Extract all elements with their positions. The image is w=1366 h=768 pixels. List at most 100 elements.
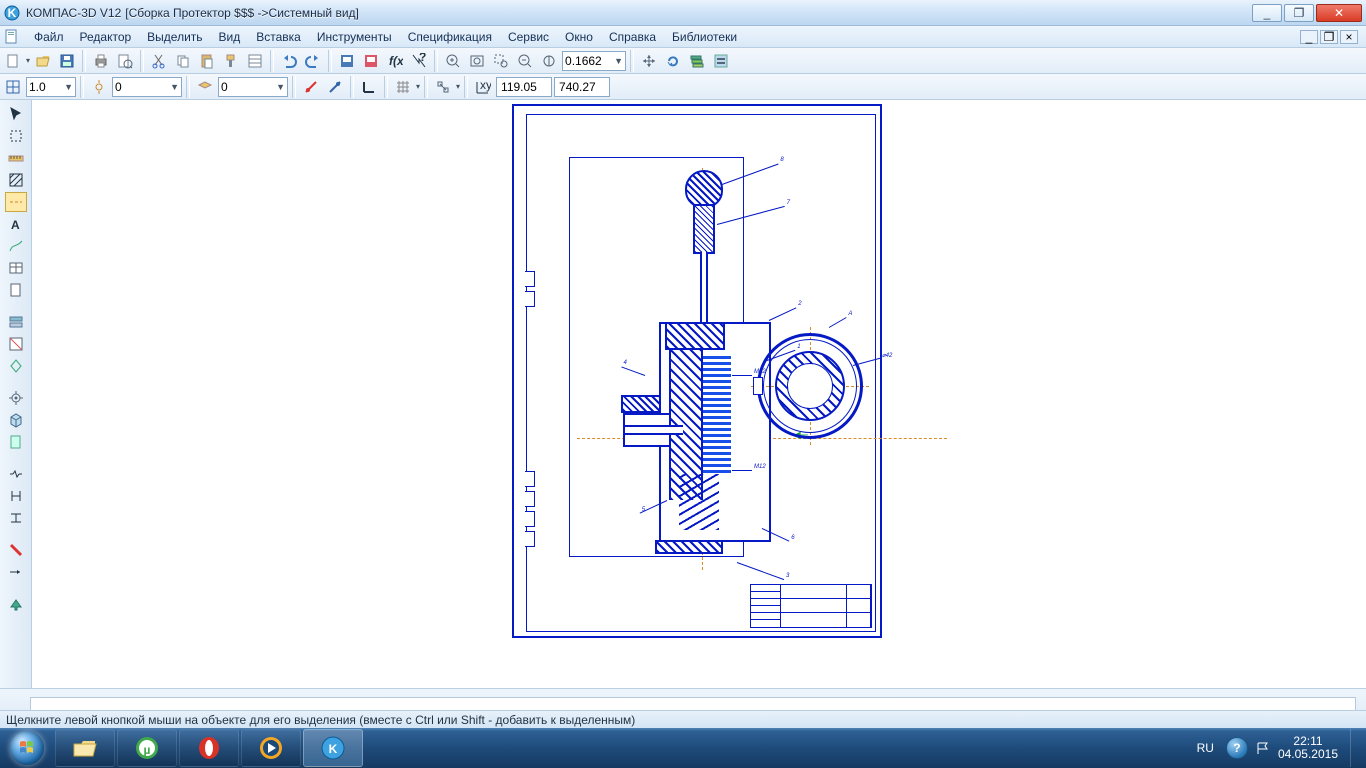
menu-view[interactable]: Вид [211,28,249,46]
new-button[interactable] [2,50,24,72]
taskbar-kompas[interactable]: K [303,729,363,767]
language-indicator[interactable]: RU [1193,739,1218,757]
open-button[interactable] [32,50,54,72]
minimize-button[interactable]: _ [1252,4,1282,22]
taskbar-mediaplayer[interactable] [241,729,301,767]
taskbar-explorer[interactable] [55,729,115,767]
constraint-a-button[interactable] [300,76,322,98]
help-arrow-button[interactable]: ? [408,50,430,72]
properties-button[interactable] [244,50,266,72]
osnap-button[interactable] [432,76,454,98]
layers-button[interactable] [686,50,708,72]
svg-text:K: K [329,742,338,756]
help-icon[interactable]: ? [1226,737,1248,759]
snap-toggle[interactable] [88,76,110,98]
dim-tool-a[interactable] [5,486,27,506]
menu-spec[interactable]: Спецификация [400,28,500,46]
centerline-tool[interactable] [5,192,27,212]
menu-insert[interactable]: Вставка [248,28,309,46]
layer-mgr-tool[interactable] [5,312,27,332]
mdi-restore[interactable]: ❐ [1320,30,1338,44]
arrow-tool[interactable] [5,562,27,582]
zoom-scale-icon[interactable] [538,50,560,72]
pan-button[interactable] [638,50,660,72]
copy-button[interactable] [172,50,194,72]
menu-editor[interactable]: Редактор [72,28,140,46]
zoom-scale-combo[interactable]: 0.1662▼ [562,51,626,71]
menu-service[interactable]: Сервис [500,28,557,46]
mdi-close[interactable]: × [1340,30,1358,44]
left-tool-panel: A [0,100,32,688]
coord-mode-button[interactable]: xy [472,76,494,98]
drawing-canvas[interactable]: ◀─ 8721M12M126345 A⌀42 [32,100,1366,688]
fx-button[interactable]: f(x) [384,50,406,72]
grid-button[interactable] [392,76,414,98]
menu-window[interactable]: Окно [557,28,601,46]
green-arrow-tool[interactable] [5,594,27,614]
windows-logo-icon [10,731,44,765]
layer-toggle[interactable] [194,76,216,98]
zoom-out-button[interactable] [514,50,536,72]
menu-select[interactable]: Выделить [139,28,210,46]
paste-button[interactable] [196,50,218,72]
coord-x-field[interactable]: 119.05 [496,77,552,97]
body-cap [665,322,725,350]
tray-flag-icon[interactable] [1256,741,1270,755]
mdi-minimize[interactable]: _ [1300,30,1318,44]
select-tool[interactable] [5,126,27,146]
format-brush-button[interactable] [220,50,242,72]
menu-tools[interactable]: Инструменты [309,28,400,46]
filter-tool[interactable] [5,334,27,354]
disk-a-button[interactable] [336,50,358,72]
settings-button[interactable] [710,50,732,72]
cut-button[interactable] [148,50,170,72]
ortho-button[interactable] [358,76,380,98]
menu-help[interactable]: Справка [601,28,664,46]
text-tool[interactable]: A [5,214,27,234]
step-combo[interactable]: 1.0▼ [26,77,76,97]
zoom-in-button[interactable] [442,50,464,72]
ruler-tool[interactable] [5,148,27,168]
print-button[interactable] [90,50,112,72]
zoom-window-button[interactable] [490,50,512,72]
explode-tool[interactable] [5,356,27,376]
menu-libraries[interactable]: Библиотеки [664,28,745,46]
clock[interactable]: 22:11 04.05.2015 [1278,735,1338,761]
constraint-b-button[interactable] [324,76,346,98]
save-button[interactable] [56,50,78,72]
dim-break-tool[interactable] [5,464,27,484]
show-desktop-button[interactable] [1350,729,1360,767]
coord-y-field[interactable]: 740.27 [554,77,610,97]
layer-combo[interactable]: 0▼ [218,77,288,97]
taskbar-opera[interactable] [179,729,239,767]
undo-button[interactable] [278,50,300,72]
zoom-fit-button[interactable] [466,50,488,72]
taskbar-utorrent[interactable]: µ [117,729,177,767]
redo-button[interactable] [302,50,324,72]
mdi-doc-icon[interactable] [4,29,20,45]
toolbar-secondary: 1.0▼ 0▼ 0▼ ▾ ▾ xy 119.05 740.27 [0,74,1366,100]
hatch-tool[interactable] [5,170,27,190]
close-button[interactable]: ✕ [1316,4,1362,22]
sheet-tool[interactable] [5,432,27,452]
binding-marks-2 [525,271,535,371]
disk-b-button[interactable] [360,50,382,72]
preview-button[interactable] [114,50,136,72]
grid-step-button[interactable] [2,76,24,98]
doc-tool[interactable] [5,280,27,300]
menu-file[interactable]: Файл [26,28,72,46]
cursor-tool[interactable] [5,104,27,124]
leader-label: 4 [624,360,627,366]
gear-tool[interactable] [5,388,27,408]
snap-combo[interactable]: 0▼ [112,77,182,97]
cube-tool[interactable] [5,410,27,430]
maximize-button[interactable]: ❐ [1284,4,1314,22]
sketch-tool[interactable] [5,236,27,256]
refresh-button[interactable] [662,50,684,72]
table-tool[interactable] [5,258,27,278]
app-title: КОМПАС-3D V12 [26,6,121,20]
red-tool[interactable] [5,540,27,560]
dim-tool-b[interactable] [5,508,27,528]
start-button[interactable] [0,728,54,768]
thread [703,355,731,473]
